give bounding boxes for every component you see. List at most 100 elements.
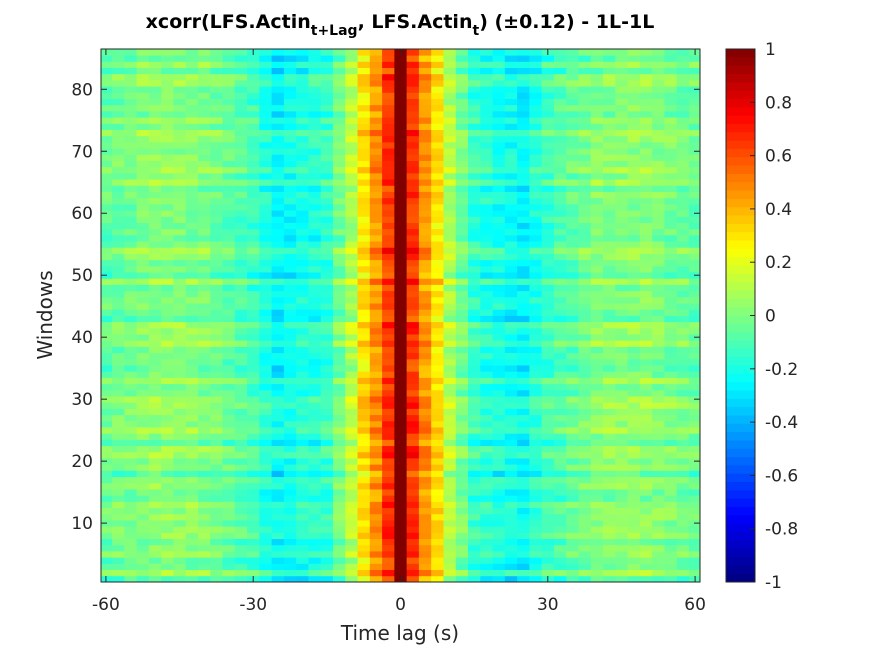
heatmap-cell — [382, 402, 395, 409]
heatmap-cell — [688, 123, 701, 130]
heatmap-cell — [259, 272, 273, 279]
heatmap-cell — [627, 98, 641, 106]
colorbar-segment — [726, 332, 755, 341]
heatmap-cell — [185, 489, 199, 496]
heatmap-cell — [627, 575, 641, 583]
heatmap-cell — [418, 104, 432, 112]
heatmap-cell — [566, 327, 579, 335]
heatmap-cell — [259, 557, 273, 564]
heatmap-cell — [480, 445, 493, 453]
heatmap-cell — [247, 371, 260, 378]
heatmap-cell — [664, 303, 678, 310]
heatmap-cell — [173, 327, 187, 335]
heatmap-cell — [590, 507, 604, 515]
heatmap-cell — [603, 179, 616, 186]
heatmap-cell — [603, 253, 616, 261]
heatmap-cell — [101, 284, 113, 292]
heatmap-cell — [222, 427, 236, 434]
heatmap-cell — [173, 575, 187, 583]
heatmap-cell — [185, 476, 199, 484]
heatmap-cell — [615, 569, 628, 577]
heatmap-cell — [148, 49, 162, 56]
heatmap-cell — [234, 495, 248, 502]
heatmap-cell — [688, 420, 701, 428]
heatmap-cell — [136, 538, 150, 546]
heatmap-cell — [136, 365, 150, 372]
heatmap-cell — [676, 501, 690, 509]
heatmap-cell — [652, 92, 665, 99]
heatmap-cell — [101, 476, 113, 484]
heatmap-cell — [676, 427, 690, 434]
heatmap-cell — [480, 526, 493, 533]
heatmap-cell — [688, 538, 701, 546]
heatmap-cell — [443, 334, 457, 341]
heatmap-cell — [308, 160, 322, 168]
heatmap-cell — [210, 563, 223, 571]
heatmap-cell — [431, 191, 444, 199]
heatmap-cell — [394, 259, 408, 267]
heatmap-cell — [443, 346, 457, 354]
heatmap-cell — [590, 526, 604, 533]
heatmap-cell — [578, 495, 592, 502]
heatmap-cell — [234, 340, 248, 347]
heatmap-cell — [234, 278, 248, 285]
heatmap-cell — [394, 123, 408, 130]
heatmap-cell — [455, 148, 469, 155]
heatmap-cell — [541, 414, 555, 422]
heatmap-cell — [480, 458, 493, 465]
heatmap-cell — [271, 222, 285, 230]
heatmap-cell — [247, 327, 260, 335]
heatmap-cell — [161, 203, 174, 211]
heatmap-cell — [394, 321, 408, 329]
heatmap-cell — [210, 222, 223, 230]
heatmap-cell — [234, 197, 248, 205]
heatmap-cell — [369, 563, 383, 571]
heatmap-cell — [418, 420, 432, 428]
heatmap-cell — [185, 538, 199, 546]
heatmap-cell — [504, 73, 518, 81]
heatmap-cell — [296, 365, 309, 372]
heatmap-cell — [124, 396, 137, 403]
heatmap-cell — [148, 563, 162, 571]
heatmap-cell — [492, 470, 506, 478]
heatmap-cell — [517, 73, 530, 81]
heatmap-cell — [124, 253, 137, 261]
heatmap-cell — [283, 501, 297, 509]
heatmap-cell — [308, 278, 322, 285]
heatmap-cell — [320, 489, 334, 496]
heatmap-cell — [136, 228, 150, 236]
colorbar-segment — [726, 398, 755, 408]
heatmap-cell — [664, 166, 678, 174]
heatmap-cell — [566, 551, 579, 558]
heatmap-cell — [418, 278, 432, 285]
heatmap-cell — [480, 49, 493, 56]
heatmap-cell — [652, 272, 665, 279]
heatmap-cell — [222, 526, 236, 533]
heatmap-cell — [566, 210, 579, 217]
heatmap-cell — [124, 464, 137, 471]
heatmap-cell — [394, 495, 408, 502]
heatmap-cell — [101, 371, 113, 378]
heatmap-cell — [504, 129, 518, 137]
heatmap-cell — [664, 464, 678, 471]
heatmap-cell — [124, 513, 137, 521]
heatmap-cell — [357, 495, 371, 502]
heatmap-cell — [529, 315, 543, 323]
heatmap-cell — [124, 141, 137, 149]
heatmap-cell — [590, 259, 604, 267]
heatmap-cell — [504, 185, 518, 192]
heatmap-cell — [173, 464, 187, 471]
heatmap-cell — [320, 148, 334, 155]
heatmap-cell — [443, 383, 457, 391]
heatmap-cell — [332, 303, 346, 310]
heatmap-cell — [101, 117, 113, 124]
heatmap-cell — [590, 396, 604, 403]
heatmap-cell — [296, 470, 309, 478]
heatmap-cell — [431, 389, 444, 397]
heatmap-cell — [627, 179, 641, 186]
heatmap-cell — [468, 172, 481, 180]
heatmap-cell — [283, 365, 297, 372]
heatmap-cell — [357, 104, 371, 112]
heatmap-cell — [504, 172, 518, 180]
heatmap-cell — [406, 557, 420, 564]
